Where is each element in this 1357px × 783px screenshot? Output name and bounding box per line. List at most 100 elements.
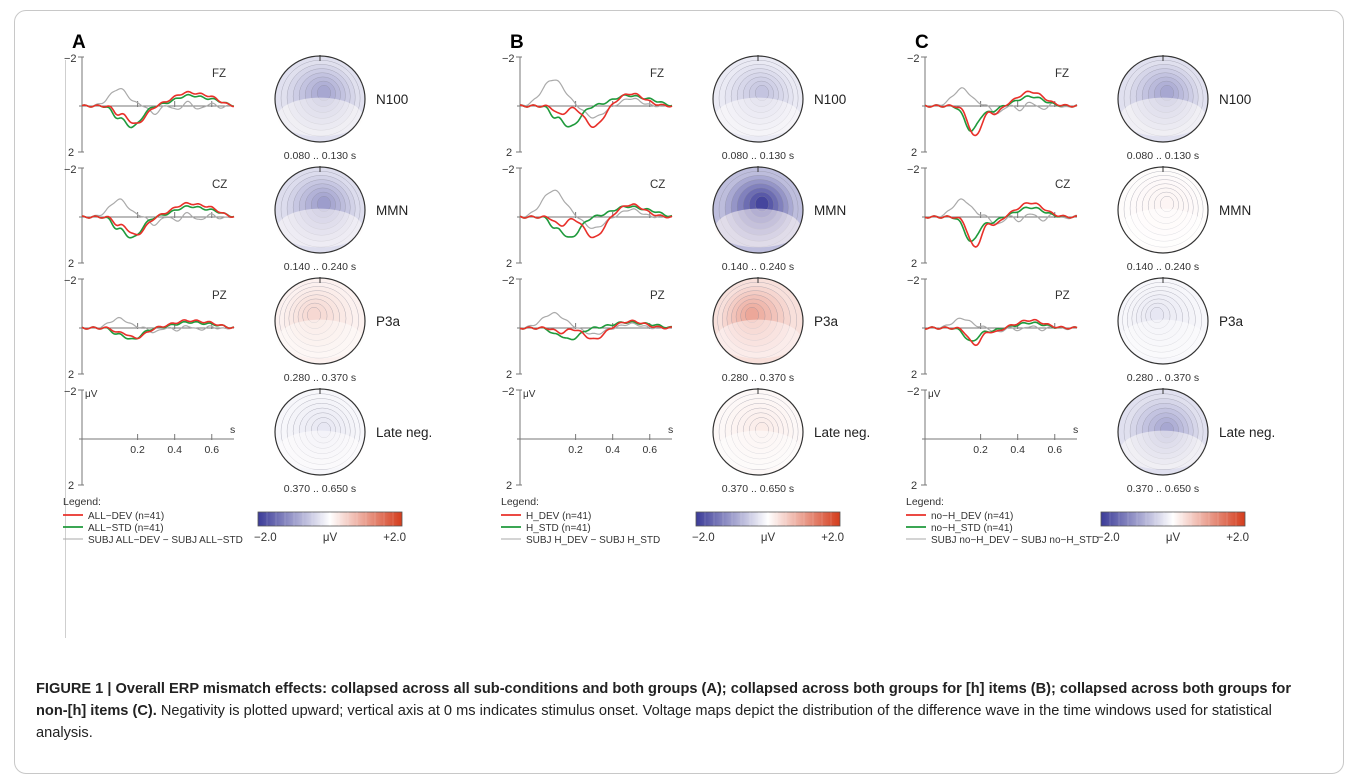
legend-title: Legend: (63, 496, 101, 508)
y-top-label: −2 (907, 386, 920, 398)
channel-label: PZ (1055, 290, 1070, 302)
time-window-label: 0.370 .. 0.650 s (722, 483, 794, 495)
topomap-late-neg-: Late neg. 0.370 .. 0.650 s (274, 388, 432, 495)
topomap-n100: N100 0.080 .. 0.130 s (1117, 55, 1251, 162)
erp-plot-pz: −2 2 PZ (907, 275, 1078, 381)
topomap-lower-band (1120, 319, 1206, 359)
legend-entry: H_STD (n=41) (526, 523, 591, 534)
y-bottom-label: 2 (68, 147, 74, 159)
topomap-n100: N100 0.080 .. 0.130 s (712, 55, 846, 162)
x-tick-label: 0.4 (167, 444, 182, 456)
dev-waveform (519, 92, 673, 128)
y-bottom-label: 2 (506, 369, 512, 381)
colorbar-bar (257, 511, 403, 527)
legend: Legend: ALL−DEV (n=41)ALL−STD (n=41)SUBJ … (63, 496, 243, 546)
legend-entry: SUBJ no−H_DEV − SUBJ no−H_STD (931, 535, 1099, 546)
component-label: MMN (814, 203, 846, 218)
colorbar: −2.0 μV +2.0 (692, 511, 844, 544)
diff-waveform (924, 87, 1078, 115)
y-bottom-label: 2 (68, 369, 74, 381)
x-tick-label: 0.6 (642, 444, 657, 456)
channel-label: CZ (1055, 179, 1070, 191)
topomap-lower-band (715, 430, 801, 470)
erp-plot-cz: −2 2 CZ (502, 164, 673, 270)
topomap-lower-band (277, 319, 363, 359)
panel-b-figure: −2 2 FZ N100 0.080 .. 0.130 s −2 2 CZ MMN 0.140 .… (501, 53, 870, 546)
panel-b: B −2 2 FZ N100 0.080 .. 0.130 s −2 2 CZ MMN 0.140… (500, 32, 900, 592)
y-top-label: −2 (502, 386, 515, 398)
colorbar: −2.0 μV +2.0 (254, 511, 406, 544)
component-label: N100 (814, 92, 846, 107)
panel-label: B (510, 32, 524, 53)
y-top-label: −2 (907, 53, 920, 65)
left-rule (65, 60, 66, 638)
x-tick-label: 0.4 (605, 444, 620, 456)
dev-waveform (81, 90, 235, 124)
topomap-p3a: P3a 0.280 .. 0.370 s (274, 277, 401, 384)
component-label: Late neg. (376, 425, 432, 440)
panel-c: C −2 2 FZ N100 0.080 .. 0.130 s −2 2 CZ MMN 0.140… (905, 32, 1305, 592)
y-bottom-label: 2 (506, 480, 512, 492)
component-label: N100 (376, 92, 408, 107)
erp-plot-fz: −2 2 FZ (64, 53, 235, 159)
std-waveform (924, 206, 1077, 243)
time-window-label: 0.370 .. 0.650 s (284, 483, 356, 495)
topomap-n100: N100 0.080 .. 0.130 s (274, 55, 408, 162)
y-bottom-label: 2 (68, 480, 74, 492)
figure-caption: FIGURE 1 | Overall ERP mismatch effects:… (36, 678, 1326, 744)
component-label: N100 (1219, 92, 1251, 107)
component-label: P3a (376, 314, 401, 329)
y-top-label: −2 (907, 275, 920, 287)
channel-label: PZ (650, 290, 665, 302)
dev-waveform (81, 201, 235, 236)
x-tick-label: 0.4 (1010, 444, 1025, 456)
colorbar-unit: μV (323, 532, 338, 544)
x-tick-label: 0.2 (973, 444, 988, 456)
diff-waveform (519, 189, 673, 229)
legend-entry: H_DEV (n=41) (526, 511, 591, 522)
legend-entry: no−H_DEV (n=41) (931, 511, 1013, 522)
std-waveform (519, 320, 672, 341)
topomap-lower-band (715, 97, 801, 137)
dev-waveform (925, 318, 1078, 347)
colorbar-unit: μV (761, 532, 776, 544)
diff-waveform (519, 79, 673, 119)
erp-plot-scale: −2 2 μV s 0.2 0.4 0.6 (907, 386, 1078, 492)
y-top-label: −2 (64, 386, 77, 398)
y-bottom-label: 2 (506, 258, 512, 270)
panel-a: A −2 2 FZ N100 0.080 .. 0.130 s −2 2 CZ MMN 0.140… (62, 32, 462, 592)
topomap-p3a: P3a 0.280 .. 0.370 s (712, 277, 839, 384)
colorbar-max: +2.0 (1226, 532, 1249, 544)
topomap-lower-band (1120, 97, 1206, 137)
x-tick-label: 0.2 (130, 444, 145, 456)
panel-label: A (72, 32, 86, 53)
x-unit-label: s (1073, 424, 1078, 436)
legend-title: Legend: (906, 496, 944, 508)
colorbar: −2.0 μV +2.0 (1097, 511, 1249, 544)
channel-label: FZ (212, 68, 226, 80)
topomap-late-neg-: Late neg. 0.370 .. 0.650 s (712, 388, 870, 495)
diff-waveform (519, 311, 672, 335)
topomap-lower-band (277, 97, 363, 137)
colorbar-min: −2.0 (692, 532, 715, 544)
topomap-lower-band (715, 208, 801, 248)
component-label: P3a (1219, 314, 1244, 329)
time-window-label: 0.140 .. 0.240 s (1127, 261, 1199, 273)
erp-plot-pz: −2 2 PZ (64, 275, 235, 381)
time-window-label: 0.280 .. 0.370 s (1127, 372, 1199, 384)
topomap-lower-band (715, 319, 801, 359)
x-unit-label: s (230, 424, 235, 436)
time-window-label: 0.280 .. 0.370 s (722, 372, 794, 384)
component-label: MMN (376, 203, 408, 218)
dev-waveform (81, 319, 235, 340)
y-top-label: −2 (64, 164, 77, 176)
colorbar-min: −2.0 (1097, 532, 1120, 544)
topomap-lower-band (277, 430, 363, 470)
y-bottom-label: 2 (911, 369, 917, 381)
topomap-lower-band (1120, 208, 1206, 248)
colorbar-bar (695, 511, 841, 527)
y-bottom-label: 2 (68, 258, 74, 270)
topomap-mmn: MMN 0.140 .. 0.240 s (274, 166, 408, 273)
time-window-label: 0.080 .. 0.130 s (722, 150, 794, 162)
topomap-late-neg-: Late neg. 0.370 .. 0.650 s (1117, 388, 1275, 495)
